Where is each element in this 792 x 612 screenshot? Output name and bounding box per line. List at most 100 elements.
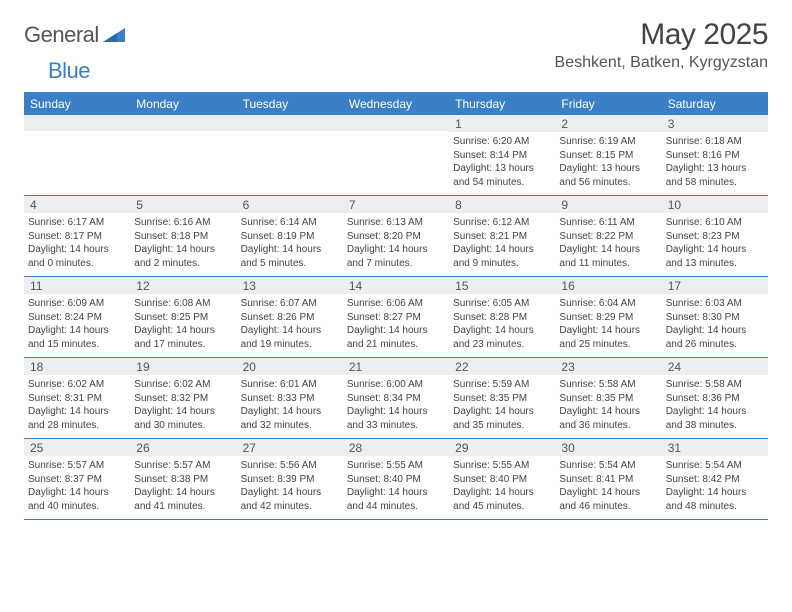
calendar-body: 1Sunrise: 6:20 AMSunset: 8:14 PMDaylight… xyxy=(24,115,768,520)
month-title: May 2025 xyxy=(555,18,768,52)
day-number: 22 xyxy=(449,358,555,375)
day-details: Sunrise: 5:55 AMSunset: 8:40 PMDaylight:… xyxy=(347,459,445,513)
calendar: SundayMondayTuesdayWednesdayThursdayFrid… xyxy=(24,92,768,520)
day-number xyxy=(237,115,343,131)
logo-triangle-icon xyxy=(103,28,125,42)
day-cell-11: 11Sunrise: 6:09 AMSunset: 8:24 PMDayligh… xyxy=(24,277,130,357)
day-details: Sunrise: 6:02 AMSunset: 8:31 PMDaylight:… xyxy=(28,378,126,432)
day-details: Sunrise: 6:16 AMSunset: 8:18 PMDaylight:… xyxy=(134,216,232,270)
day-details: Sunrise: 6:13 AMSunset: 8:20 PMDaylight:… xyxy=(347,216,445,270)
day-cell-30: 30 Sunrise: 5:54 AMSunset: 8:41 PMDayligh… xyxy=(555,439,661,519)
day-details: Sunrise: 6:07 AMSunset: 8:26 PMDaylight:… xyxy=(241,297,339,351)
day-cell-8: 8Sunrise: 6:12 AMSunset: 8:21 PMDaylight… xyxy=(449,196,555,276)
day-cell-7: 7 Sunrise: 6:13 AMSunset: 8:20 PMDaylight… xyxy=(343,196,449,276)
day-number: 14 xyxy=(343,277,449,294)
day-cell-empty xyxy=(130,115,236,195)
day-details: Sunrise: 5:58 AMSunset: 8:36 PMDaylight:… xyxy=(666,378,764,432)
day-details: Sunrise: 5:59 AMSunset: 8:35 PMDaylight:… xyxy=(453,378,551,432)
day-details: Sunrise: 6:01 AMSunset: 8:33 PMDaylight:… xyxy=(241,378,339,432)
day-details: Sunrise: 6:05 AMSunset: 8:28 PMDaylight:… xyxy=(453,297,551,351)
weekday-header-row: SundayMondayTuesdayWednesdayThursdayFrid… xyxy=(24,92,768,115)
day-details: Sunrise: 6:08 AMSunset: 8:25 PMDaylight:… xyxy=(134,297,232,351)
day-number: 5 xyxy=(130,196,236,213)
day-cell-15: 15 Sunrise: 6:05 AMSunset: 8:28 PMDayligh… xyxy=(449,277,555,357)
day-details: Sunrise: 5:54 AMSunset: 8:41 PMDaylight:… xyxy=(559,459,657,513)
day-details: Sunrise: 6:00 AMSunset: 8:34 PMDaylight:… xyxy=(347,378,445,432)
title-block: May 2025 Beshkent, Batken, Kyrgyzstan xyxy=(555,18,768,72)
day-number: 11 xyxy=(24,277,130,294)
weekday-friday: Friday xyxy=(555,92,661,115)
week-row: 11Sunrise: 6:09 AMSunset: 8:24 PMDayligh… xyxy=(24,277,768,358)
day-details: Sunrise: 5:55 AMSunset: 8:40 PMDaylight:… xyxy=(453,459,551,513)
day-details: Sunrise: 6:11 AMSunset: 8:22 PMDaylight:… xyxy=(559,216,657,270)
day-number: 9 xyxy=(555,196,661,213)
day-cell-9: 9 Sunrise: 6:11 AMSunset: 8:22 PMDaylight… xyxy=(555,196,661,276)
day-number: 19 xyxy=(130,358,236,375)
day-number: 10 xyxy=(662,196,768,213)
logo-word2: Blue xyxy=(48,58,90,84)
logo-word1: General xyxy=(24,22,99,48)
day-number: 26 xyxy=(130,439,236,456)
day-cell-12: 12 Sunrise: 6:08 AMSunset: 8:25 PMDayligh… xyxy=(130,277,236,357)
day-cell-28: 28 Sunrise: 5:55 AMSunset: 8:40 PMDayligh… xyxy=(343,439,449,519)
logo: General xyxy=(24,18,127,48)
day-cell-18: 18Sunrise: 6:02 AMSunset: 8:31 PMDayligh… xyxy=(24,358,130,438)
day-number: 2 xyxy=(555,115,661,132)
day-number: 31 xyxy=(662,439,768,456)
day-details: Sunrise: 6:03 AMSunset: 8:30 PMDaylight:… xyxy=(666,297,764,351)
day-cell-empty xyxy=(237,115,343,195)
weekday-thursday: Thursday xyxy=(449,92,555,115)
day-number: 28 xyxy=(343,439,449,456)
day-cell-3: 3 Sunrise: 6:18 AMSunset: 8:16 PMDaylight… xyxy=(662,115,768,195)
day-number xyxy=(24,115,130,131)
day-number: 13 xyxy=(237,277,343,294)
day-cell-5: 5 Sunrise: 6:16 AMSunset: 8:18 PMDaylight… xyxy=(130,196,236,276)
day-number: 12 xyxy=(130,277,236,294)
day-cell-23: 23 Sunrise: 5:58 AMSunset: 8:35 PMDayligh… xyxy=(555,358,661,438)
day-number xyxy=(343,115,449,131)
day-number: 7 xyxy=(343,196,449,213)
day-number: 16 xyxy=(555,277,661,294)
day-number: 8 xyxy=(449,196,555,213)
week-row: 18Sunrise: 6:02 AMSunset: 8:31 PMDayligh… xyxy=(24,358,768,439)
day-details: Sunrise: 6:17 AMSunset: 8:17 PMDaylight:… xyxy=(28,216,126,270)
day-details: Sunrise: 5:57 AMSunset: 8:37 PMDaylight:… xyxy=(28,459,126,513)
day-number: 30 xyxy=(555,439,661,456)
day-number: 17 xyxy=(662,277,768,294)
day-number: 4 xyxy=(24,196,130,213)
day-cell-empty xyxy=(24,115,130,195)
location-text: Beshkent, Batken, Kyrgyzstan xyxy=(555,54,768,72)
day-cell-6: 6 Sunrise: 6:14 AMSunset: 8:19 PMDaylight… xyxy=(237,196,343,276)
day-cell-21: 21 Sunrise: 6:00 AMSunset: 8:34 PMDayligh… xyxy=(343,358,449,438)
weekday-wednesday: Wednesday xyxy=(343,92,449,115)
day-details: Sunrise: 6:04 AMSunset: 8:29 PMDaylight:… xyxy=(559,297,657,351)
day-cell-25: 25 Sunrise: 5:57 AMSunset: 8:37 PMDayligh… xyxy=(24,439,130,519)
day-cell-29: 29Sunrise: 5:55 AMSunset: 8:40 PMDayligh… xyxy=(449,439,555,519)
weekday-monday: Monday xyxy=(130,92,236,115)
day-number: 3 xyxy=(662,115,768,132)
day-details: Sunrise: 5:58 AMSunset: 8:35 PMDaylight:… xyxy=(559,378,657,432)
day-cell-19: 19 Sunrise: 6:02 AMSunset: 8:32 PMDayligh… xyxy=(130,358,236,438)
day-cell-13: 13 Sunrise: 6:07 AMSunset: 8:26 PMDayligh… xyxy=(237,277,343,357)
day-cell-17: 17 Sunrise: 6:03 AMSunset: 8:30 PMDayligh… xyxy=(662,277,768,357)
day-number: 20 xyxy=(237,358,343,375)
day-cell-10: 10Sunrise: 6:10 AMSunset: 8:23 PMDayligh… xyxy=(662,196,768,276)
day-number: 6 xyxy=(237,196,343,213)
day-number: 15 xyxy=(449,277,555,294)
day-cell-26: 26Sunrise: 5:57 AMSunset: 8:38 PMDayligh… xyxy=(130,439,236,519)
day-number: 23 xyxy=(555,358,661,375)
day-details: Sunrise: 6:14 AMSunset: 8:19 PMDaylight:… xyxy=(241,216,339,270)
day-cell-4: 4 Sunrise: 6:17 AMSunset: 8:17 PMDaylight… xyxy=(24,196,130,276)
day-details: Sunrise: 5:56 AMSunset: 8:39 PMDaylight:… xyxy=(241,459,339,513)
day-number: 25 xyxy=(24,439,130,456)
day-details: Sunrise: 6:19 AMSunset: 8:15 PMDaylight:… xyxy=(559,135,657,189)
day-details: Sunrise: 6:18 AMSunset: 8:16 PMDaylight:… xyxy=(666,135,764,189)
day-number xyxy=(130,115,236,131)
weekday-tuesday: Tuesday xyxy=(237,92,343,115)
day-cell-22: 22 Sunrise: 5:59 AMSunset: 8:35 PMDayligh… xyxy=(449,358,555,438)
day-number: 21 xyxy=(343,358,449,375)
week-row: 25 Sunrise: 5:57 AMSunset: 8:37 PMDayligh… xyxy=(24,439,768,520)
day-cell-empty xyxy=(343,115,449,195)
day-details: Sunrise: 6:02 AMSunset: 8:32 PMDaylight:… xyxy=(134,378,232,432)
weekday-sunday: Sunday xyxy=(24,92,130,115)
